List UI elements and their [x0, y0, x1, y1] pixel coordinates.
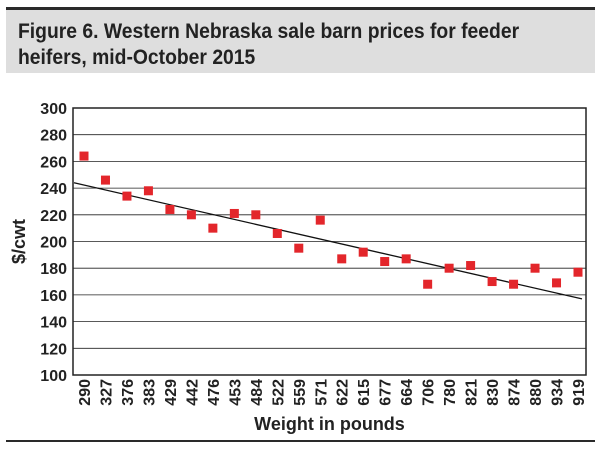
- x-tick-label: 919: [571, 379, 588, 406]
- x-tick-label: 821: [464, 379, 481, 406]
- data-point: [100, 175, 110, 185]
- data-points: [79, 151, 583, 289]
- data-point: [122, 191, 132, 201]
- y-tick-label: 160: [40, 288, 67, 305]
- y-axis-ticks: 100 120 140 160 180 200 220 240 260 280 300: [40, 101, 67, 385]
- y-tick-label: 100: [40, 368, 67, 385]
- y-tick-label: 200: [40, 235, 67, 252]
- data-point: [186, 210, 196, 220]
- x-tick-label: 780: [442, 379, 459, 406]
- data-point: [380, 257, 390, 267]
- x-tick-label: 290: [77, 379, 94, 406]
- x-tick-label: 327: [98, 379, 115, 406]
- data-point: [143, 186, 153, 196]
- data-point: [401, 254, 411, 264]
- y-tick-label: 280: [40, 128, 67, 145]
- y-axis-label: $/cwt: [9, 219, 29, 264]
- x-axis-ticks: 290 327 376 383 429 442 476 453 484 522 559 571 622 6…: [77, 379, 588, 406]
- data-point: [272, 228, 282, 238]
- data-point: [337, 254, 347, 264]
- x-tick-label: 383: [141, 379, 158, 406]
- y-tick-label: 120: [40, 341, 67, 358]
- y-tick-label: 220: [40, 208, 67, 225]
- plot-frame: [72, 107, 587, 376]
- x-tick-label: 934: [550, 379, 567, 406]
- data-point: [487, 277, 497, 287]
- y-tick-label: 240: [40, 181, 67, 198]
- y-tick-label: 300: [40, 101, 67, 118]
- y-tick-label: 260: [40, 154, 67, 171]
- x-axis-label: Weight in pounds: [254, 414, 405, 434]
- x-tick-label: 830: [485, 379, 502, 406]
- data-point: [530, 263, 540, 273]
- x-tick-label: 874: [507, 379, 524, 406]
- x-tick-label: 442: [184, 379, 201, 406]
- x-tick-label: 706: [421, 379, 438, 406]
- data-point: [358, 247, 368, 257]
- data-point: [573, 267, 583, 277]
- x-tick-label: 429: [163, 379, 180, 406]
- data-point: [79, 151, 89, 161]
- y-tick-label: 180: [40, 261, 67, 278]
- x-tick-label: 677: [378, 379, 395, 406]
- trendline: [73, 182, 583, 300]
- x-tick-label: 880: [528, 379, 545, 406]
- x-tick-label: 522: [270, 379, 287, 406]
- data-point: [165, 204, 175, 214]
- x-tick-label: 622: [335, 379, 352, 406]
- data-point: [251, 210, 261, 220]
- bottom-rule: [6, 440, 595, 442]
- data-point: [444, 263, 454, 273]
- data-point: [423, 279, 433, 289]
- y-tick-label: 140: [40, 315, 67, 332]
- chart-title: Figure 6. Western Nebraska sale barn pri…: [18, 20, 520, 69]
- x-tick-label: 453: [227, 379, 244, 406]
- x-tick-label: 615: [356, 379, 373, 406]
- x-tick-label: 571: [313, 379, 330, 406]
- x-tick-label: 559: [292, 379, 309, 406]
- data-point: [294, 243, 304, 253]
- data-point: [315, 215, 325, 225]
- x-tick-label: 476: [206, 379, 223, 406]
- data-point: [208, 223, 218, 233]
- data-point: [509, 279, 519, 289]
- x-tick-label: 484: [249, 379, 266, 406]
- data-point: [552, 278, 562, 288]
- x-tick-label: 664: [399, 379, 416, 406]
- data-point: [229, 208, 239, 218]
- x-tick-label: 376: [120, 379, 137, 406]
- title-band: Figure 6. Western Nebraska sale barn pri…: [6, 7, 595, 73]
- data-point: [466, 261, 476, 271]
